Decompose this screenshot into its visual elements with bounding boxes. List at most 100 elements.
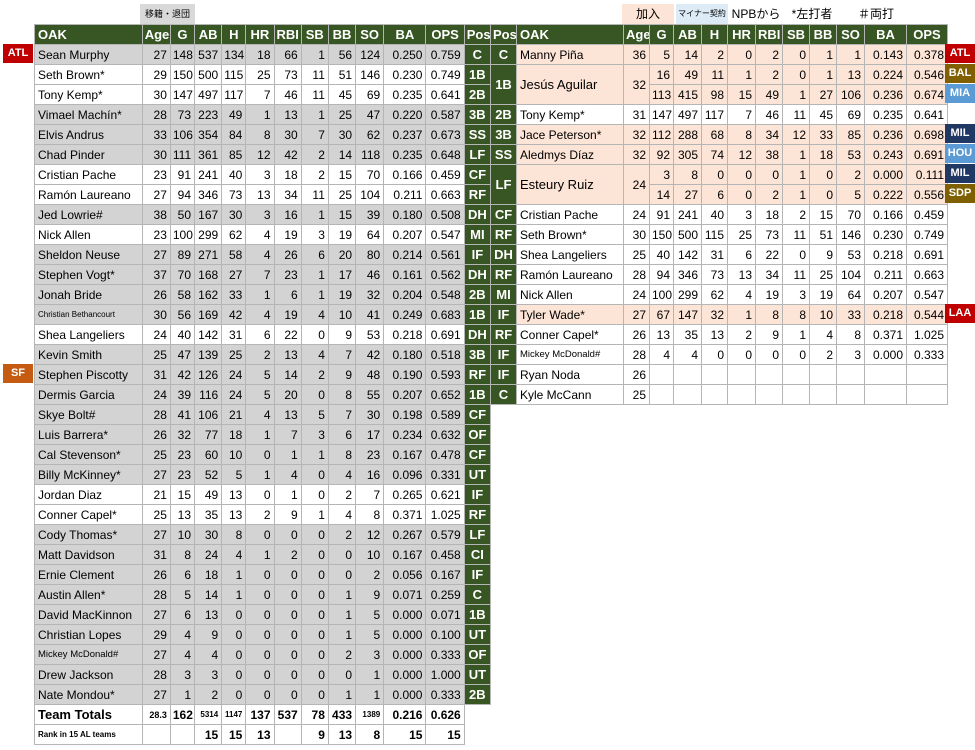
stat-h: 0	[221, 664, 247, 685]
stat-rbi: 22	[755, 244, 783, 265]
stat-bb: 0	[327, 544, 357, 565]
table-row: Cal Stevenson* 25 23 60 10 0 1 1 8 23 0.167 0.478 CF	[34, 444, 492, 465]
player-age: 32	[623, 144, 650, 165]
stat-bb: 51	[809, 224, 837, 245]
table-row: CF Cristian Pache 24 91 241 40 3 18 2 15 70 0.166 0.…	[490, 204, 948, 225]
position-cell: 1B	[490, 64, 517, 105]
stat-h: 0	[221, 644, 247, 665]
totals-ba: 0.216	[383, 704, 427, 725]
table-row: Kevin Smith 25 47 139 25 2 13 4 7 42 0.180 0.518 3B	[34, 344, 492, 365]
player-age: 25	[141, 444, 171, 465]
stat-ab	[673, 364, 702, 385]
stat-h: 31	[221, 324, 247, 345]
stat-so: 42	[355, 344, 385, 365]
stat-ops: 0.561	[425, 244, 465, 265]
stat-hr	[727, 364, 756, 385]
stat-ab: 14	[194, 584, 223, 605]
stat-bb: 19	[809, 284, 837, 305]
stat-sb: 0	[300, 524, 329, 545]
player-age: 23	[141, 164, 171, 185]
stat-sb: 1	[300, 444, 329, 465]
stat-ops: 0.663	[425, 184, 465, 205]
stat-ab: 142	[194, 324, 223, 345]
player-age: 33	[141, 124, 171, 145]
stat-ab: 13	[194, 604, 223, 625]
stat-so: 55	[355, 384, 385, 405]
stat-h: 27	[221, 264, 247, 285]
stat-bb: 0	[327, 664, 357, 685]
stat-so: 17	[355, 424, 385, 445]
stat-ba: 0.265	[383, 484, 427, 505]
stat-bb: 19	[327, 284, 357, 305]
stat-sb: 12	[782, 124, 810, 145]
stat-ops: 1.025	[906, 324, 948, 345]
table-row: Ramón Laureano 27 94 346 73 13 34 11 25 104 0.211 0…	[34, 184, 492, 205]
stat-ops: 0.547	[425, 224, 465, 245]
player-age: 27	[141, 524, 171, 545]
stat-rbi: 23	[273, 264, 302, 285]
table-row: Sean Murphy 27 148 537 134 18 66 1 56 124 0.250 0.7…	[34, 44, 492, 65]
stat-ba: 0.235	[864, 104, 907, 125]
stat-so: 69	[355, 84, 385, 105]
stat-h: 10	[221, 444, 247, 465]
stat-ab: 346	[194, 184, 223, 205]
table-row: Mickey McDonald# 27 4 4 0 0 0 0 2 3 0.000 0.333 OF	[34, 644, 492, 665]
stat-sb: 0	[300, 584, 329, 605]
stat-so: 146	[836, 224, 865, 245]
stat-bb: 30	[327, 124, 357, 145]
stat-rbi: 19	[273, 224, 302, 245]
stat-g: 16	[649, 64, 674, 85]
stat-so: 23	[355, 444, 385, 465]
stat-hr: 8	[245, 124, 275, 145]
stat-ba: 0.190	[383, 364, 427, 385]
stat-ops: 0.167	[425, 564, 465, 585]
player-name: Mickey McDonald#	[34, 644, 143, 665]
stat-ab: 106	[194, 404, 223, 425]
stat-sb: 0	[300, 464, 329, 485]
stat-ba: 0.230	[864, 224, 907, 245]
player-name: Mickey McDonald#	[516, 344, 624, 365]
stat-hr: 3	[727, 204, 756, 225]
player-age: 28	[141, 664, 171, 685]
position-cell: MI	[463, 224, 492, 245]
position-cell: SS	[490, 144, 517, 165]
stat-ops: 0.641	[425, 84, 465, 105]
stat-ab: 147	[673, 304, 702, 325]
col-team: OAK	[34, 24, 143, 45]
position-cell: 3B	[463, 104, 492, 125]
stat-so: 16	[355, 464, 385, 485]
stat-sb	[782, 384, 810, 405]
player-age: 27	[141, 644, 171, 665]
stat-hr: 1	[245, 544, 275, 565]
player-age: 27	[141, 244, 171, 265]
stat-rbi: 19	[273, 304, 302, 325]
stat-ab: 168	[194, 264, 223, 285]
position-cell: UT	[463, 624, 492, 645]
stat-rbi: 42	[273, 144, 302, 165]
stat-hr: 12	[727, 144, 756, 165]
stat-sb: 0	[300, 484, 329, 505]
stat-sb: 1	[782, 324, 810, 345]
position-cell: IF	[463, 244, 492, 265]
stat-hr: 0	[245, 644, 275, 665]
team-badge-mil: MIL	[945, 164, 975, 183]
table-row: C Kyle McCann 25	[490, 384, 948, 405]
player-age: 25	[623, 244, 650, 265]
stat-g: 1	[169, 684, 196, 705]
player-name: Ernie Clement	[34, 564, 143, 585]
stat-hr: 0	[245, 524, 275, 545]
stat-g: 40	[169, 324, 196, 345]
player-age: 28	[141, 404, 171, 425]
player-name: Skye Bolt#	[34, 404, 143, 425]
stat-sb: 11	[300, 64, 329, 85]
stat-h: 73	[701, 264, 728, 285]
stat-h: 25	[221, 344, 247, 365]
stat-hr: 6	[245, 324, 275, 345]
stat-bb: 0	[809, 184, 837, 205]
stat-g: 70	[169, 264, 196, 285]
stat-h: 13	[221, 504, 247, 525]
stat-h: 21	[221, 404, 247, 425]
player-age: 28	[141, 104, 171, 125]
player-age: 24	[623, 164, 650, 205]
table-row: Chad Pinder 30 111 361 85 12 42 2 14 118 0.235 0.64…	[34, 144, 492, 165]
